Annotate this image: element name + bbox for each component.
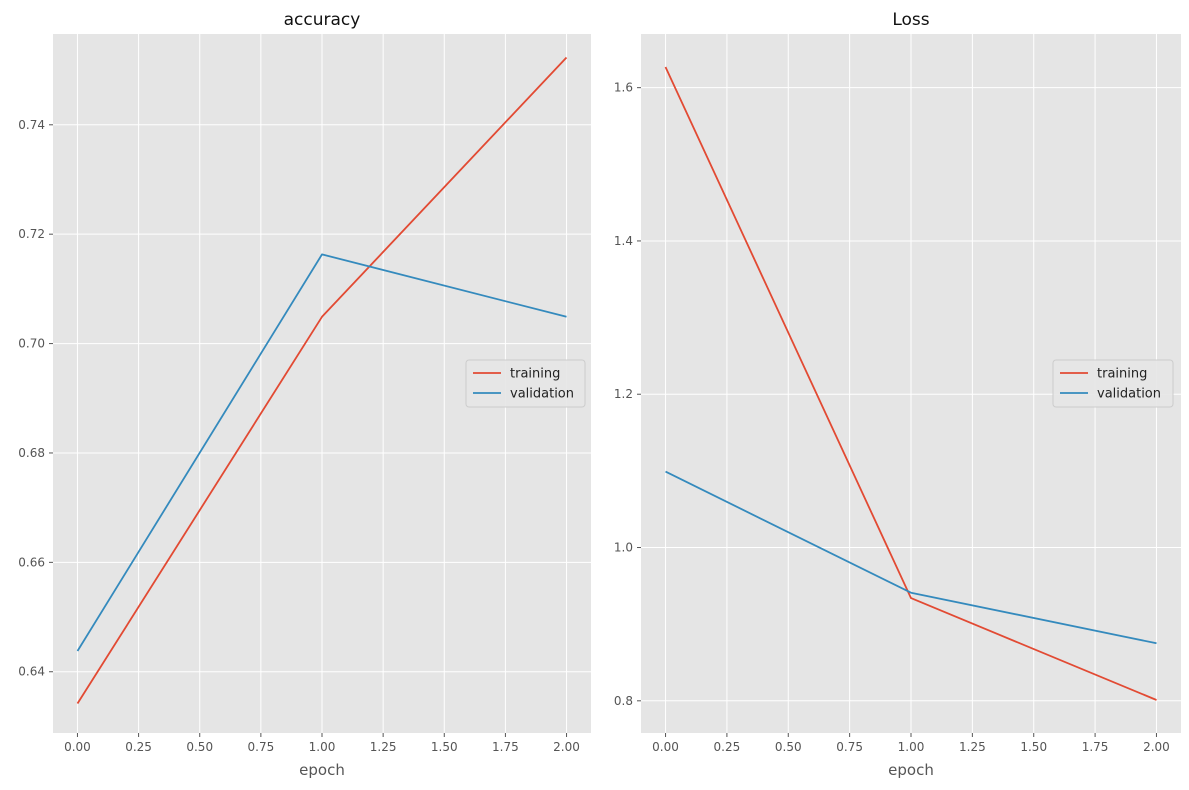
y-tick-label: 0.64: [18, 665, 45, 679]
x-tick-label: 0.00: [652, 740, 679, 754]
legend-label-validation: validation: [1097, 387, 1161, 402]
y-tick-label: 0.68: [18, 446, 45, 460]
legend-label-validation: validation: [510, 387, 574, 402]
x-tick-label: 0.50: [775, 740, 802, 754]
x-axis-label: epoch: [299, 761, 345, 779]
x-axis-label: epoch: [888, 761, 934, 779]
x-tick-label: 1.25: [959, 740, 986, 754]
x-tick-label: 2.00: [553, 740, 580, 754]
chart-panel-1: 0.00 0.25 0.50 0.75 1.00 1.25 1.50 1.75 2.00 0.64…: [18, 10, 591, 779]
series-line-validation: [665, 470, 1157, 645]
y-tick-label: 0.8: [614, 694, 633, 708]
y-tick-label: 1.4: [614, 234, 633, 248]
x-tick-label: 1.50: [1020, 740, 1047, 754]
chart-title: Loss: [892, 10, 929, 30]
x-tick-label: 1.00: [309, 740, 336, 754]
x-tick-label: 0.00: [64, 740, 91, 754]
y-tick-label: 1.2: [614, 387, 633, 401]
x-tick-label: 1.25: [370, 740, 397, 754]
legend: training validation: [465, 359, 586, 408]
x-tick-label: 0.25: [125, 740, 152, 754]
y-tick-label: 0.72: [18, 227, 45, 241]
series-line-validation: [76, 253, 567, 652]
x-tick-label: 1.00: [898, 740, 925, 754]
chart-panel-2: 0.00 0.25 0.50 0.75 1.00 1.25 1.50 1.75 2.00 0.8 1…: [614, 10, 1181, 779]
y-tick-label: 0.70: [18, 337, 45, 351]
x-tick-label: 0.75: [836, 740, 863, 754]
y-tick-label: 0.66: [18, 555, 45, 569]
x-tick-label: 0.25: [714, 740, 741, 754]
y-tick-label: 1.6: [614, 81, 633, 95]
x-tick-label: 0.50: [186, 740, 213, 754]
legend-frame: [465, 359, 586, 408]
x-tick-label: 1.75: [1082, 740, 1109, 754]
y-tick-label: 0.74: [18, 118, 45, 132]
chart-title: accuracy: [284, 10, 361, 30]
legend: training validation: [1052, 359, 1174, 408]
x-tick-label: 1.50: [431, 740, 458, 754]
legend-frame: [1052, 359, 1174, 408]
x-tick-label: 1.75: [492, 740, 519, 754]
series-line-training: [664, 66, 1157, 701]
legend-label-training: training: [1097, 367, 1147, 382]
series-line-training: [76, 56, 568, 704]
y-tick-label: 1.0: [614, 541, 633, 555]
x-tick-label: 0.75: [248, 740, 275, 754]
legend-label-training: training: [510, 367, 560, 382]
x-tick-label: 2.00: [1143, 740, 1170, 754]
